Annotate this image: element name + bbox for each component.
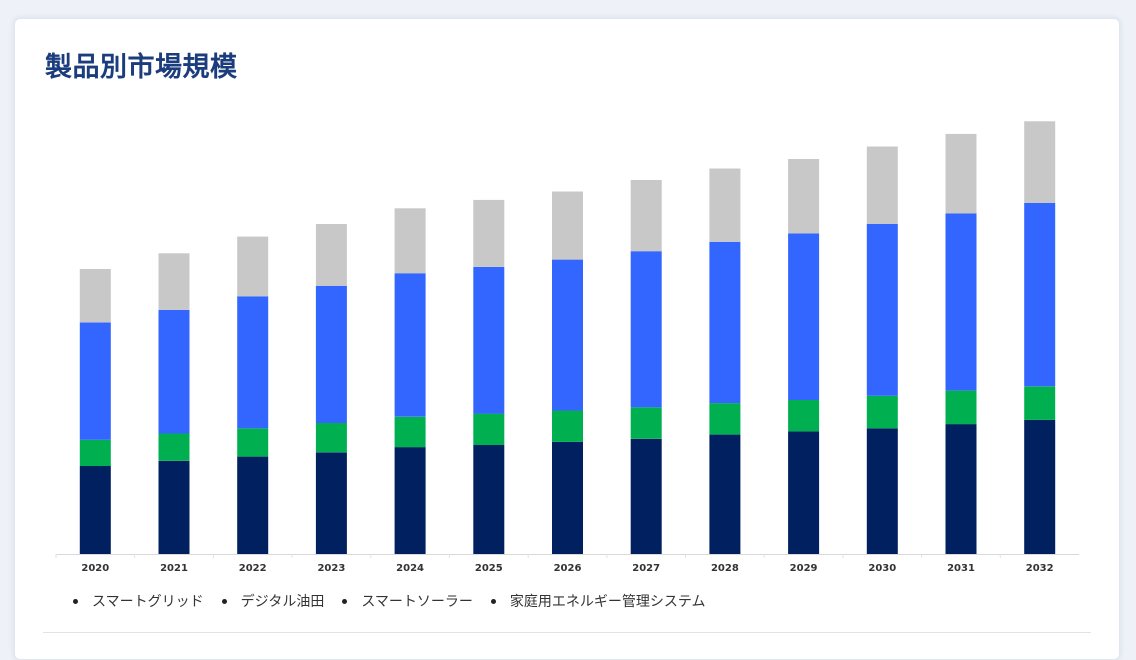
divider [43,632,1091,633]
bar-segment-2026-series-0 [552,441,583,554]
legend-bullet-icon [221,598,227,604]
legend-label: 家庭用エネルギー管理システム [509,594,706,610]
bar-segment-2023-series-0 [315,452,347,554]
x-tick-label: 2027 [632,563,660,574]
legend-label: スマートグリッド [92,594,204,610]
bar-segment-2023-series-3 [315,224,347,286]
x-tick-label: 2025 [475,563,503,574]
bar-segment-2029-series-1 [788,400,820,432]
bar-segment-2031-series-3 [945,133,977,214]
bar-segment-2023-series-1 [315,423,347,453]
bar-segment-2025-series-1 [473,413,505,445]
bar-segment-2031-series-0 [945,424,977,554]
x-tick-label: 2029 [790,563,818,574]
bar-segment-2024-series-0 [394,447,426,554]
x-tick-label: 2031 [947,563,975,574]
bar-segment-2026-series-2 [552,259,583,411]
bar-segment-2020-series-2 [79,322,111,440]
bar-segment-2022-series-3 [237,236,269,297]
bar-segment-2023-series-2 [315,285,347,423]
bar-segment-2029-series-3 [788,159,820,234]
bar-segment-2021-series-3 [158,253,190,310]
bar-segment-2032-series-1 [1024,386,1056,420]
chart-title: 製品別市場規模 [45,52,238,83]
bar-segment-2030-series-1 [866,395,898,429]
bar-segment-2031-series-1 [945,390,977,425]
legend-item-smart-grid: スマートグリッド [73,591,204,611]
bar-segment-2024-series-1 [394,416,426,448]
bar-segment-2032-series-0 [1024,419,1056,554]
bar-segment-2025-series-3 [473,199,505,267]
bar-segment-2021-series-2 [158,309,190,434]
legend-label: デジタル油田 [240,594,325,610]
x-tick-label: 2026 [554,563,582,574]
bar-segment-2026-series-3 [552,191,583,260]
legend-item-digital-oilfield: デジタル油田 [221,591,325,611]
bar-segment-2030-series-0 [866,428,898,554]
bar-segment-2028-series-1 [709,403,741,435]
bar-segment-2025-series-2 [473,267,505,414]
bar-segment-2025-series-0 [473,445,505,554]
bar-segment-2028-series-3 [709,168,741,242]
bar-segment-2030-series-2 [866,224,898,396]
bar-segment-2024-series-2 [394,273,426,417]
bar-segment-2027-series-1 [630,407,662,439]
chart-card: 製品別市場規模 2020 2021 2022 2023 2024 2025 2026 2027… [14,18,1120,660]
bar-segment-2024-series-3 [394,208,426,274]
bar-segment-2022-series-0 [237,456,269,554]
x-tick-label: 2028 [711,563,739,574]
legend-label: スマートソーラー [361,594,473,610]
legend-bullet-icon [73,598,78,604]
bar-segment-2027-series-0 [630,438,662,554]
x-tick-label: 2030 [868,563,896,574]
bar-segment-2032-series-3 [1024,121,1056,203]
bar-segment-2026-series-1 [552,410,583,442]
legend-item-smart-solar: スマートソーラー [342,591,473,611]
bar-segment-2028-series-0 [709,434,741,554]
x-tick-label: 2021 [160,563,188,574]
bar-segment-2022-series-1 [237,428,269,457]
stacked-bar-chart: 2020 2021 2022 2023 2024 2025 2026 2027 2028 2029… [55,121,1079,574]
legend-bullet-icon [342,598,348,604]
x-tick-label: 2022 [239,563,267,574]
bar-segment-2030-series-3 [866,146,898,224]
bar-segment-2027-series-2 [630,251,662,408]
legend-item-home-energy-management: 家庭用エネルギー管理システム [490,591,706,611]
bar-segment-2020-series-0 [79,466,111,554]
bar-segment-2028-series-2 [709,241,741,404]
bar-segment-2027-series-3 [630,180,662,252]
bar-segment-2020-series-1 [79,439,111,466]
chart-legend: スマートグリッド デジタル油田 スマートソーラー 家庭用エネルギー管理システム [73,591,706,611]
bar-segment-2031-series-2 [945,213,977,391]
x-tick-label: 2020 [81,563,109,574]
bar-segment-2032-series-2 [1024,203,1056,387]
bar-segment-2029-series-2 [788,233,820,400]
x-tick-label: 2023 [317,563,345,574]
bar-segment-2021-series-0 [158,460,190,554]
bar-segment-2021-series-1 [158,433,190,461]
legend-bullet-icon [490,598,496,604]
bar-segment-2029-series-0 [788,431,820,554]
x-tick-label: 2024 [396,563,424,574]
x-tick-label: 2032 [1026,563,1054,574]
bar-segment-2022-series-2 [237,296,269,429]
bar-segment-2020-series-3 [79,269,111,323]
